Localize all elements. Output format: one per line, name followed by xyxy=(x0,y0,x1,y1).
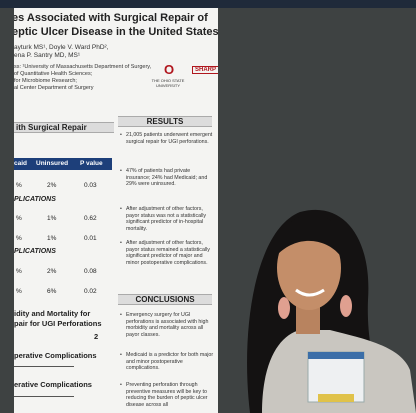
table-title: ith Surgical Repair xyxy=(14,122,114,133)
table-header: Uninsured xyxy=(36,160,69,167)
table-cell: 0.08 xyxy=(84,268,97,275)
chart-title: pair for UGI Perforations xyxy=(14,319,102,328)
hair-top xyxy=(277,214,343,258)
conclusion-bullet: Emergency surgery for UGI perforations i… xyxy=(120,312,214,338)
table-cell: 1% xyxy=(47,215,57,222)
badge-band xyxy=(308,352,364,359)
authors: ayturk MS¹, Doyle V. Ward PhD², xyxy=(14,44,109,51)
logo-sharp: SHARP xyxy=(192,66,218,74)
table-header: caid xyxy=(14,160,28,167)
affiliation: al Center Department of Surgery xyxy=(14,85,94,91)
table-cell: 1% xyxy=(47,235,57,242)
table-cell: % xyxy=(16,182,22,189)
chart-label: 2 xyxy=(94,332,99,341)
chart-label: erative Complications xyxy=(14,380,92,389)
smile xyxy=(295,288,325,297)
badge-ribbon xyxy=(318,394,354,402)
table-cell: 2% xyxy=(47,182,57,189)
authors: ena P. Santry MD, MS¹ xyxy=(14,52,80,59)
title: eptic Ulcer Disease in the United States xyxy=(14,26,218,38)
chart-rule xyxy=(14,366,74,367)
result-bullet: 47% of patients had private insurance; 2… xyxy=(120,168,214,188)
table-header-bar xyxy=(14,158,112,170)
conclusion-bullet: Medicaid is a predictor for both major a… xyxy=(120,352,214,372)
table-cell: % xyxy=(16,268,22,275)
table-cell: % xyxy=(16,288,22,295)
conclusion-bullet: Preventing perforation through preventiv… xyxy=(120,382,214,408)
result-bullet: After adjustment of other factors, payor… xyxy=(120,206,214,232)
table-cell: 6% xyxy=(47,288,57,295)
table-cell: % xyxy=(16,235,22,242)
logo-mark: O xyxy=(164,62,175,77)
table-cell: 2% xyxy=(47,268,57,275)
affiliation: of Quantitative Health Sciences; xyxy=(14,71,93,77)
face xyxy=(277,226,341,310)
affiliation: for Microbiome Research; xyxy=(14,78,77,84)
table-cell: 0.01 xyxy=(84,235,97,242)
result-bullet: After adjustment of other factors, payor… xyxy=(120,240,214,266)
title: es Associated with Surgical Repair of xyxy=(14,12,208,24)
table-cell: 0.02 xyxy=(84,288,97,295)
conclusions-heading: CONCLUSIONS xyxy=(118,294,212,305)
badge xyxy=(307,351,365,403)
table-cell: 0.62 xyxy=(84,215,97,222)
earring xyxy=(278,297,290,319)
chart-title: idity and Mortality for xyxy=(14,309,91,318)
affiliation: ss: ¹University of Massachusetts Departm… xyxy=(14,64,152,70)
table-cell: % xyxy=(16,215,22,222)
result-bullet: 21,005 patients underwent emergent surgi… xyxy=(120,132,214,145)
table-cell: 0.03 xyxy=(84,182,97,189)
section-label: PLICATIONS xyxy=(14,196,56,203)
chart-rule xyxy=(14,396,74,397)
chart-label: perative Complications xyxy=(14,351,97,360)
logo-university: THE OHIO STATE UNIVERSITY xyxy=(151,78,185,88)
results-heading: RESULTS xyxy=(118,116,212,127)
earring xyxy=(340,295,352,317)
section-label: PLICATIONS xyxy=(14,248,56,255)
poster: es Associated with Surgical Repair of ep… xyxy=(14,8,218,413)
table-header: P value xyxy=(80,160,103,167)
